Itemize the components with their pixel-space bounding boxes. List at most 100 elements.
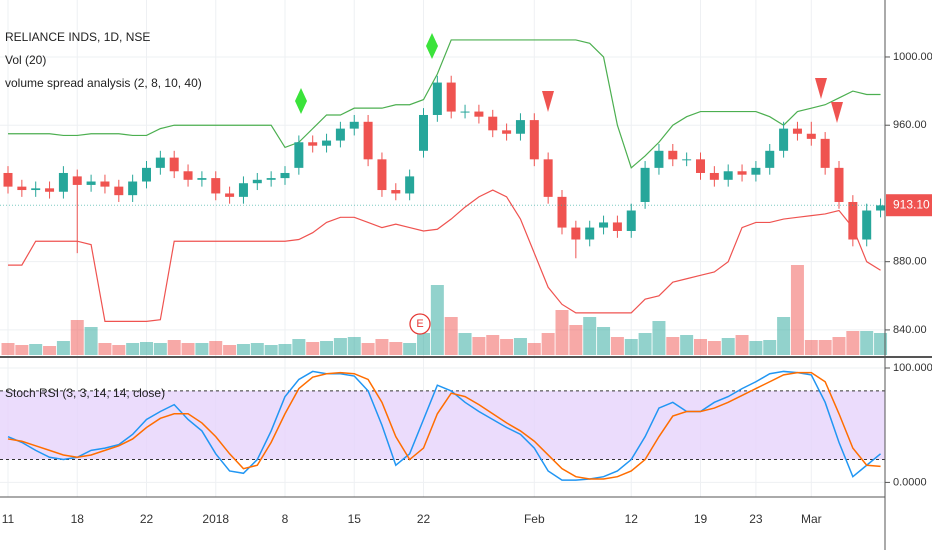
earnings-badge[interactable] bbox=[409, 313, 431, 335]
volume-bar bbox=[832, 337, 846, 355]
sell-triangle bbox=[815, 78, 827, 99]
x-tick-label: Mar bbox=[801, 512, 822, 526]
sell-triangle bbox=[831, 102, 843, 123]
candle-body bbox=[3, 172, 13, 187]
volume-bar bbox=[846, 331, 860, 355]
candle-body bbox=[529, 120, 539, 160]
candle-body bbox=[280, 172, 290, 179]
candle-body bbox=[612, 222, 622, 231]
volume-bar bbox=[209, 341, 223, 355]
candle-body bbox=[876, 205, 886, 211]
candle-body bbox=[488, 116, 498, 131]
volume-bar bbox=[29, 344, 43, 355]
candle-body bbox=[557, 196, 567, 228]
volume-bar bbox=[278, 344, 292, 355]
y-tick-label: 960.00 bbox=[893, 119, 927, 131]
candle-body bbox=[640, 167, 650, 202]
volume-bar bbox=[583, 317, 597, 355]
volume-bar bbox=[430, 285, 444, 355]
volume-bar bbox=[195, 343, 209, 355]
y-tick-label: 1000.00 bbox=[893, 51, 932, 63]
candle-body bbox=[432, 82, 442, 115]
x-tick-label: Feb bbox=[524, 512, 545, 526]
candle-body bbox=[391, 190, 401, 194]
volume-bar bbox=[306, 342, 320, 355]
candle-body bbox=[238, 183, 248, 197]
volume-bar bbox=[707, 341, 721, 355]
volume-bar bbox=[56, 341, 70, 355]
indicator-label: volume spread analysis (2, 8, 10, 40) bbox=[5, 76, 202, 90]
candle-body bbox=[349, 121, 359, 129]
volume-bar bbox=[610, 337, 624, 355]
candle-body bbox=[834, 167, 844, 202]
volume-bar bbox=[98, 343, 112, 355]
volume-bar bbox=[652, 321, 666, 355]
volume-bar bbox=[181, 343, 195, 355]
x-tick-label: 15 bbox=[348, 512, 362, 526]
candle-body bbox=[792, 128, 802, 134]
price-pane bbox=[0, 39, 888, 355]
candle-body bbox=[765, 150, 775, 168]
y-tick-label: 0.0000 bbox=[893, 476, 927, 488]
candle-body bbox=[862, 210, 872, 240]
candle-body bbox=[543, 159, 553, 197]
candle-body bbox=[446, 82, 456, 112]
volume-bar bbox=[790, 265, 804, 355]
candle-body bbox=[142, 167, 151, 182]
candle-body bbox=[654, 150, 664, 168]
candle-body bbox=[709, 172, 719, 180]
last-price-box bbox=[886, 194, 932, 217]
indicator-label: Vol (20) bbox=[5, 53, 46, 67]
y-tick-label: 100.0000 bbox=[893, 362, 932, 374]
volume-bar bbox=[777, 317, 791, 355]
volume-bar bbox=[167, 340, 181, 355]
candle-body bbox=[72, 176, 82, 185]
candle-body bbox=[405, 176, 415, 194]
candle-body bbox=[266, 178, 276, 180]
volume-bar bbox=[70, 320, 84, 355]
last-price-label: 913.10 bbox=[893, 197, 930, 211]
volume-bar bbox=[472, 337, 486, 355]
sell-triangle bbox=[542, 91, 554, 112]
volume-bar bbox=[666, 337, 680, 355]
candle-body bbox=[100, 181, 110, 187]
candle-body bbox=[696, 159, 705, 173]
candle-body bbox=[571, 227, 581, 240]
buy-diamond bbox=[426, 33, 438, 59]
volume-bar bbox=[43, 346, 57, 355]
candle-body bbox=[294, 142, 304, 168]
x-tick-label: 23 bbox=[749, 512, 763, 526]
volume-bar bbox=[403, 343, 417, 355]
volume-bar bbox=[15, 345, 29, 355]
volume-bar bbox=[860, 331, 874, 355]
volume-bar bbox=[375, 339, 389, 355]
volume-bar bbox=[749, 341, 763, 355]
volume-bar bbox=[320, 341, 334, 355]
y-tick-label: 880.00 bbox=[893, 256, 927, 268]
volume-bar bbox=[680, 335, 694, 355]
volume-bar bbox=[541, 333, 555, 355]
candle-body bbox=[737, 171, 747, 175]
volume-bar bbox=[84, 327, 98, 355]
volume-bar bbox=[1, 343, 15, 355]
candle-body bbox=[31, 188, 41, 191]
candle-body bbox=[169, 157, 179, 172]
volume-bar bbox=[513, 338, 527, 355]
candle-body bbox=[58, 172, 68, 192]
candle-body bbox=[225, 193, 235, 197]
candle-body bbox=[668, 150, 678, 160]
volume-bar bbox=[458, 333, 472, 355]
x-tick-label: 19 bbox=[694, 512, 708, 526]
stoch-line bbox=[7, 371, 881, 480]
candle-body bbox=[363, 121, 373, 160]
upper-band bbox=[8, 39, 881, 169]
volume-bar bbox=[250, 343, 264, 355]
candle-body bbox=[820, 138, 830, 168]
candle-body bbox=[335, 128, 345, 141]
volume-bar bbox=[264, 345, 278, 355]
candle-body bbox=[183, 171, 193, 180]
volume-bar bbox=[347, 337, 361, 355]
candle-body bbox=[86, 181, 96, 185]
candle-body bbox=[723, 171, 733, 180]
